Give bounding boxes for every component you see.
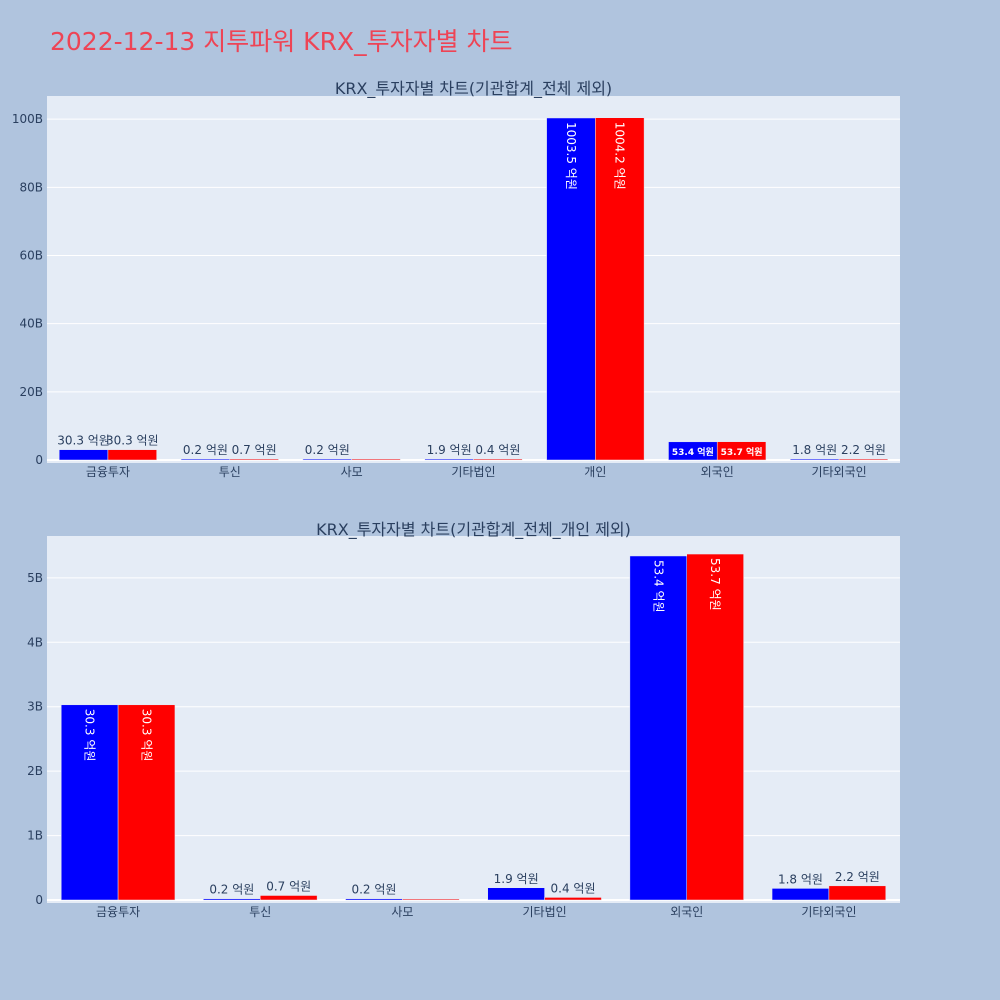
chart-1-xtick-label: 기타법인 — [522, 905, 566, 919]
chart-1-xtick-label: 금융투자 — [96, 905, 140, 919]
chart-1-bar — [544, 897, 602, 901]
chart-1-bar-label: 0.4 억원 — [551, 881, 596, 895]
chart-0-bar-label: 30.3 억원 — [106, 434, 159, 448]
chart-0-bar — [790, 458, 840, 461]
chart-0-bar-label: 2.2 억원 — [841, 443, 886, 457]
chart-0-xtick-label: 투신 — [219, 465, 241, 479]
chart-1-bar — [402, 898, 460, 901]
chart-0-bar-label: 0.4 억원 — [475, 443, 520, 457]
chart-1-ytick-label: 5B — [27, 571, 43, 585]
chart-1-xtick-label: 사모 — [391, 905, 413, 919]
chart-1-bar — [260, 895, 318, 901]
chart-1-ytick-label: 3B — [27, 700, 43, 714]
chart-1-bar-label: 30.3 억원 — [140, 709, 154, 762]
chart-0-xtick-label: 개인 — [584, 465, 606, 479]
chart-0-ytick-label: 100B — [12, 112, 43, 126]
chart-0-xtick-label: 외국인 — [701, 465, 734, 479]
chart-1-title: KRX_투자자별 차트(기관합계_전체_개인 제외) — [316, 520, 631, 540]
chart-0-bar — [473, 458, 523, 461]
chart-1-bar-label: 2.2 억원 — [835, 870, 880, 884]
chart-1-bar — [117, 704, 176, 901]
chart-1-ytick-label: 2B — [27, 764, 43, 778]
chart-0-ytick-label: 60B — [19, 249, 43, 263]
chart-0-bar-label: 0.7 억원 — [232, 443, 277, 457]
chart-1-bar — [771, 888, 830, 901]
chart-1-bar — [828, 885, 887, 901]
chart-0-ytick-label: 80B — [19, 180, 43, 194]
chart-1-ytick-label: 1B — [27, 829, 43, 843]
chart-0-bar-label: 30.3 억원 — [57, 434, 110, 448]
chart-0-bar-label: 0.2 억원 — [183, 443, 228, 457]
chart-0-bar — [838, 458, 889, 461]
chart-1-xtick-label: 기타외국인 — [801, 905, 856, 919]
chart-0-bar-label: 0.2 억원 — [305, 443, 350, 457]
chart-0-bar-label: 1004.2 억원 — [613, 122, 627, 190]
chart-1-bar-label: 1.9 억원 — [494, 872, 539, 886]
chart-0-ytick-label: 0 — [35, 453, 43, 467]
chart-1-bar — [345, 898, 403, 901]
chart-0-bar — [351, 458, 401, 461]
chart-0-bar-label: 1.8 억원 — [792, 443, 837, 457]
chart-1-bar-label: 1.8 억원 — [778, 872, 823, 886]
page-title: 2022-12-13 지투파워 KRX_투자자별 차트 — [50, 27, 513, 56]
chart-0-title: KRX_투자자별 차트(기관합계_전체 제외) — [335, 79, 612, 99]
chart-1-bar — [686, 553, 744, 901]
chart-1-ytick-label: 4B — [27, 635, 43, 649]
chart-1-bar-label: 0.7 억원 — [266, 879, 311, 893]
chart-1-xtick-label: 외국인 — [670, 905, 703, 919]
chart-1-bar — [60, 704, 119, 901]
chart-1-bar-label: 53.7 억원 — [708, 558, 722, 611]
chart-0-bar — [716, 441, 767, 461]
chart-0-plot-area — [47, 96, 900, 463]
chart-1-bar-label: 30.3 억원 — [83, 709, 97, 762]
chart-0-bar-label: 1.9 억원 — [427, 443, 472, 457]
chart-1-bar-label: 53.4 억원 — [651, 560, 665, 613]
chart-0-xtick-label: 사모 — [341, 465, 363, 479]
chart-0-bar — [595, 117, 645, 461]
chart-0-bar-label: 1003.5 억원 — [564, 122, 578, 190]
chart-0-bar — [107, 449, 157, 461]
chart-0-bar — [424, 458, 474, 461]
chart-1-bar-label: 0.2 억원 — [351, 883, 396, 897]
chart-1-bar — [203, 898, 261, 901]
chart-1-plot-area — [47, 536, 900, 903]
chart-0-bar-label: 53.7 억원 — [721, 446, 763, 458]
chart-0-xtick-label: 기타법인 — [451, 465, 495, 479]
chart-0-bar-label: 53.4 억원 — [672, 446, 714, 458]
chart-0-bar — [229, 458, 279, 461]
chart-0-bar — [302, 458, 352, 461]
chart-0-xtick-label: 기타외국인 — [811, 465, 866, 479]
chart-0-xtick-label: 금융투자 — [86, 465, 130, 479]
chart-1-bar-label: 0.2 억원 — [209, 883, 254, 897]
chart-0-ytick-label: 40B — [19, 317, 43, 331]
chart-0-bar — [58, 449, 109, 461]
chart-0-ytick-label: 20B — [19, 385, 43, 399]
chart-0-bar — [180, 458, 231, 461]
chart-1-ytick-label: 0 — [35, 893, 43, 907]
chart-1-xtick-label: 투신 — [249, 905, 271, 919]
chart-1-bar — [487, 887, 545, 901]
